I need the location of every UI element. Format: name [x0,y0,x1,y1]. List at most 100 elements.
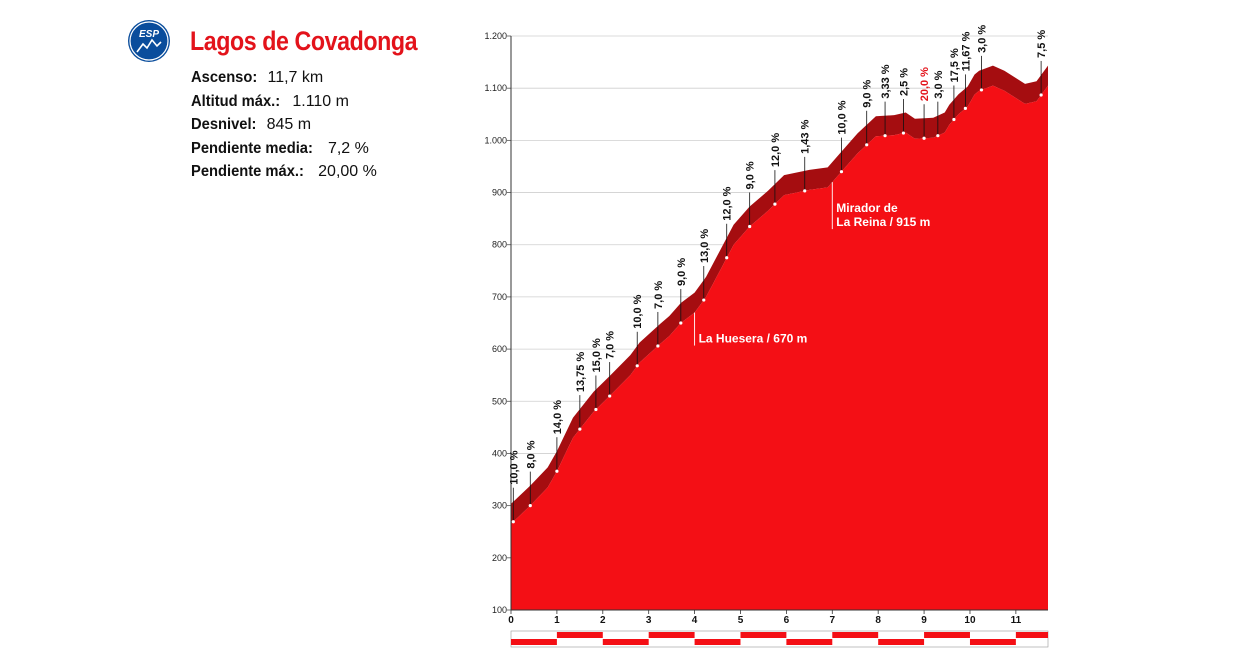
annotation-label: La Huesera / 670 m [699,332,808,346]
segment-gradient-label: 15,0 % [591,338,603,372]
segment-gradient-label: 11,67 % [960,31,972,71]
stat-row: Desnivel: 845 m [191,113,377,137]
segment-gradient-label: 7,5 % [1036,30,1048,58]
climb-stats: Ascenso: 11,7 km Altitud máx.: 1.110 m D… [191,66,377,184]
segment-point [936,134,940,138]
stat-label: Desnivel: [191,116,257,133]
segment-gradient-label: 20,0 % [919,67,931,101]
x-tick-label: 2 [600,615,606,626]
segment-point [865,143,869,147]
x-tick-label: 11 [1011,615,1022,626]
annotation-label: La Reina / 915 m [836,215,930,229]
km-strip-segment [1015,632,1048,638]
segment-gradient-label: 1,43 % [800,119,812,153]
segment-point [656,344,660,348]
y-tick-label: 800 [492,240,507,250]
segment-point [963,106,967,111]
stat-label: Pendiente máx.: [191,163,304,180]
segment-point [1039,93,1043,97]
x-tick-label: 0 [508,615,514,626]
segment-gradient-label: 9,0 % [676,258,688,286]
segment-gradient-label: 13,75 % [575,352,587,393]
km-strip-segment [740,632,787,638]
segment-gradient-label: 13,0 % [699,229,711,263]
elevation-profile-chart: 1002003004005006007008009001.0001.1001.2… [484,25,1049,648]
y-tick-label: 900 [492,188,507,198]
km-strip-segment [602,639,649,645]
km-strip-segment [878,639,925,645]
segment-gradient-label: 9,0 % [745,161,757,189]
km-strip-segment [694,639,741,645]
stat-label: Ascenso: [191,69,258,86]
segment-point [594,407,598,412]
stat-label: Altitud máx.: [191,92,281,110]
segment-gradient-label: 10,0 % [632,294,644,328]
climb-title: Lagos de Covadonga [190,26,418,56]
y-tick-label: 200 [492,553,507,563]
segment-gradient-label: 3,0 % [933,70,945,98]
segment-point [679,321,683,325]
segment-point [901,131,906,135]
km-strip-segment [969,639,1016,645]
x-tick-label: 9 [921,615,927,626]
x-tick-label: 5 [738,615,744,626]
segment-point [635,364,639,368]
x-tick-label: 3 [646,615,652,626]
segment-gradient-label: 9,0 % [862,79,874,107]
stat-row: Pendiente media: 7,2 % [191,137,377,161]
stat-value: 1.110 m [292,92,349,110]
segment-gradient-label: 14,0 % [552,400,564,434]
stat-row: Ascenso: 11,7 km [191,66,377,90]
mountain-icon: ESP [129,21,169,61]
x-tick-label: 8 [875,615,881,626]
segment-point [702,298,706,302]
km-strip-segment [648,632,695,638]
y-tick-label: 300 [492,501,507,511]
y-tick-label: 1.200 [484,31,507,41]
segment-point [952,117,956,122]
y-tick-label: 500 [492,396,507,406]
y-tick-label: 700 [492,292,507,302]
y-tick-label: 100 [492,605,507,615]
segment-gradient-label: 3,33 % [880,64,892,98]
x-tick-label: 4 [692,615,698,626]
segment-point [883,134,887,138]
segment-point [803,189,807,193]
km-strip-segment [511,639,557,645]
segment-point [511,520,515,524]
segment-point [578,427,582,431]
esp-badge: ESP [128,20,170,62]
segment-point [922,136,926,140]
y-tick-label: 600 [492,344,507,354]
segment-gradient-label: 12,0 % [722,186,734,220]
km-strip-segment [924,632,970,638]
km-strip-segment [556,632,603,638]
stat-row: Altitud máx.: 1.110 m [191,90,377,114]
segment-point [608,394,612,398]
stat-label: Pendiente media: [191,139,313,157]
segment-gradient-label: 2,5 % [898,68,910,96]
segment-gradient-label: 3,0 % [976,25,988,53]
stat-row: Pendiente máx.: 20,00 % [191,160,377,184]
segment-gradient-label: 10,0 % [836,100,848,134]
segment-point [979,88,984,92]
badge-code: ESP [139,29,159,40]
segment-gradient-label: 12,0 % [770,133,782,167]
segment-point [839,170,844,174]
stat-value: 7,2 % [327,139,369,157]
profile-area [511,85,1048,610]
km-strip-segment [786,639,833,645]
stat-value: 11,7 km [267,69,324,86]
y-tick-label: 1.000 [484,135,507,145]
y-tick-label: 1.100 [484,83,507,93]
segment-gradient-label: 17,5 % [949,48,961,82]
stat-value: 845 m [266,116,312,133]
segment-gradient-label: 7,0 % [605,331,617,359]
segment-point [773,202,777,206]
stat-value: 20,00 % [318,163,377,180]
x-tick-label: 7 [830,615,836,626]
km-strip-segment [832,632,879,638]
segment-gradient-label: 8,0 % [525,440,537,468]
segment-gradient-label: 7,0 % [653,281,665,309]
segment-point [528,504,532,508]
